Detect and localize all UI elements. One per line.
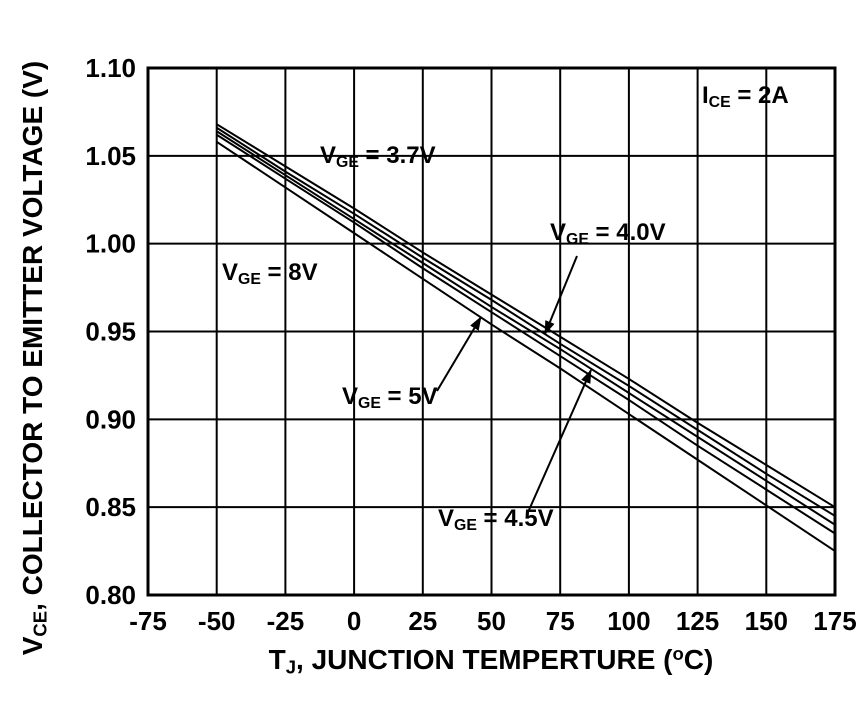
y-tick-label: 1.05 xyxy=(85,141,136,171)
x-tick-label: -50 xyxy=(198,606,236,636)
x-tick-label: 50 xyxy=(477,606,506,636)
x-axis-label: TJ, JUNCTION TEMPERTURE (oC) xyxy=(268,642,714,678)
vge-5v-label: VGE = 5V xyxy=(342,383,438,412)
vge-4-5v-arrow xyxy=(528,369,592,511)
x-tick-label: 150 xyxy=(745,606,788,636)
vge-4-0v-arrow xyxy=(544,255,578,335)
series-line-VGE=4.5V xyxy=(216,130,836,526)
y-tick-label: 1.10 xyxy=(85,53,136,83)
series-line-VGE=5V xyxy=(216,133,836,535)
y-axis-label: VCE, COLLECTOR TO EMITTER VOLTAGE (V) xyxy=(17,60,51,656)
x-tick-label: 0 xyxy=(347,606,361,636)
x-tick-label: 125 xyxy=(676,606,719,636)
vge-5v-arrow xyxy=(436,316,482,392)
series-line-VGE=4.0V xyxy=(216,126,836,517)
x-tick-label: -25 xyxy=(267,606,305,636)
x-tick-label: 100 xyxy=(607,606,650,636)
y-tick-label: 0.85 xyxy=(85,492,136,522)
ice-condition-label: ICE = 2A xyxy=(702,82,789,111)
vge-4-5v-label: VGE = 4.5V xyxy=(438,505,554,534)
x-tick-label: 25 xyxy=(408,606,437,636)
vge-8v-label: VGE = 8V xyxy=(222,259,318,288)
x-tick-label: -75 xyxy=(129,606,167,636)
series-line-VGE=3.7V xyxy=(216,123,836,509)
y-tick-label: 1.00 xyxy=(85,229,136,259)
y-tick-label: 0.90 xyxy=(85,404,136,434)
vge-4-0v-label: VGE = 4.0V xyxy=(550,219,666,248)
y-tick-label: 0.95 xyxy=(85,317,136,347)
x-tick-label: 175 xyxy=(813,606,856,636)
series-line-VGE=8V xyxy=(216,140,836,552)
y-tick-label: 0.80 xyxy=(85,580,136,610)
plot-border xyxy=(146,66,837,597)
x-tick-label: 75 xyxy=(546,606,575,636)
vge-3-7v-label: VGE = 3.7V xyxy=(320,142,436,171)
